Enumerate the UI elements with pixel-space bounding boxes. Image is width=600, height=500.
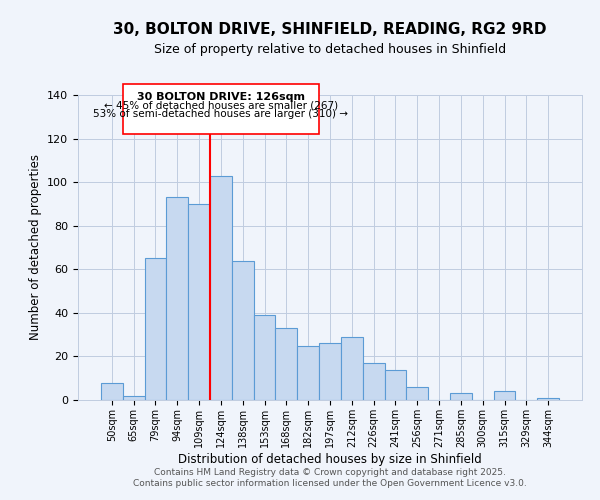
Y-axis label: Number of detached properties: Number of detached properties bbox=[29, 154, 41, 340]
Bar bbox=[188, 204, 210, 400]
X-axis label: Distribution of detached houses by size in Shinfield: Distribution of detached houses by size … bbox=[178, 452, 482, 466]
Bar bbox=[494, 392, 515, 400]
Bar bbox=[232, 260, 254, 400]
Bar bbox=[123, 84, 319, 134]
Bar bbox=[166, 198, 188, 400]
Bar bbox=[297, 346, 319, 400]
Bar bbox=[101, 382, 123, 400]
Bar bbox=[275, 328, 297, 400]
Bar bbox=[123, 396, 145, 400]
Bar bbox=[385, 370, 406, 400]
Text: Size of property relative to detached houses in Shinfield: Size of property relative to detached ho… bbox=[154, 42, 506, 56]
Bar bbox=[406, 387, 428, 400]
Bar bbox=[319, 344, 341, 400]
Bar bbox=[145, 258, 166, 400]
Bar bbox=[254, 315, 275, 400]
Bar bbox=[210, 176, 232, 400]
Text: 30 BOLTON DRIVE: 126sqm: 30 BOLTON DRIVE: 126sqm bbox=[137, 92, 305, 102]
Text: Contains HM Land Registry data © Crown copyright and database right 2025.
Contai: Contains HM Land Registry data © Crown c… bbox=[133, 468, 527, 487]
Bar bbox=[341, 337, 363, 400]
Text: ← 45% of detached houses are smaller (267): ← 45% of detached houses are smaller (26… bbox=[104, 100, 338, 110]
Bar bbox=[537, 398, 559, 400]
Bar bbox=[450, 394, 472, 400]
Text: 30, BOLTON DRIVE, SHINFIELD, READING, RG2 9RD: 30, BOLTON DRIVE, SHINFIELD, READING, RG… bbox=[113, 22, 547, 38]
Bar bbox=[363, 363, 385, 400]
Text: 53% of semi-detached houses are larger (310) →: 53% of semi-detached houses are larger (… bbox=[94, 109, 349, 119]
